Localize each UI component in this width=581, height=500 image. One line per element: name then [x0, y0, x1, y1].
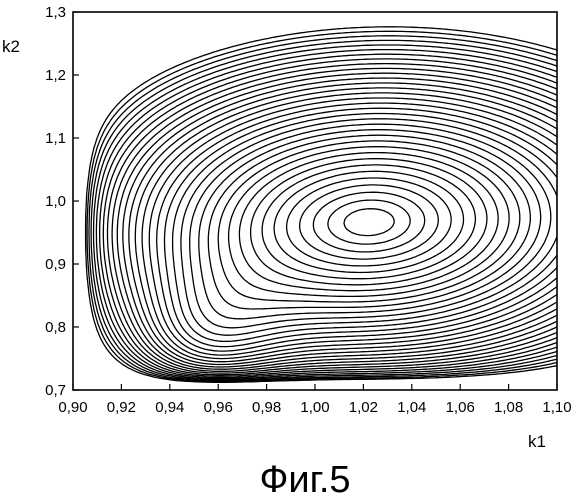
- x-tick-label: 0,92: [107, 399, 136, 416]
- contour-line: [165, 108, 558, 346]
- contour-line: [287, 178, 452, 266]
- x-tick-label: 0,94: [155, 399, 184, 416]
- contour-line: [274, 171, 463, 272]
- contour-line: [190, 124, 551, 328]
- x-tick-label: 0,90: [58, 399, 87, 416]
- y-tick-label: 0,8: [45, 319, 66, 336]
- y-tick-label: 1,2: [45, 67, 66, 84]
- y-tick-label: 0,7: [45, 382, 66, 399]
- x-tick-label: 1,00: [300, 399, 329, 416]
- y-tick-label: 1,1: [45, 130, 66, 147]
- x-tick-label: 0,98: [252, 399, 281, 416]
- x-tick-label: 1,08: [494, 399, 523, 416]
- contour-line: [262, 165, 475, 279]
- contour-line: [135, 88, 557, 362]
- x-tick-label: 1,10: [542, 399, 571, 416]
- contour-line: [344, 209, 394, 236]
- contour-line: [208, 135, 530, 309]
- y-axis-title: k2: [2, 37, 20, 56]
- y-tick-label: 1,3: [45, 4, 66, 21]
- figure-caption: Фиг.5: [259, 459, 350, 500]
- contour-line: [300, 185, 439, 259]
- x-axis-title: k1: [528, 432, 546, 451]
- x-axis: 0,90 0,92 0,94 0,96 0,98 1,00 1,02 1,04 1,06 1,08…: [58, 384, 571, 416]
- contour-line: [313, 192, 424, 252]
- y-tick-label: 0,9: [45, 256, 66, 273]
- x-tick-label: 1,06: [446, 399, 475, 416]
- contour-lines: [86, 27, 557, 383]
- x-tick-label: 1,02: [349, 399, 378, 416]
- contour-line: [328, 200, 410, 244]
- contour-line: [239, 153, 498, 291]
- x-tick-label: 0,96: [204, 399, 233, 416]
- y-tick-label: 1,0: [45, 193, 66, 210]
- contour-line: [229, 147, 510, 297]
- x-tick-label: 1,04: [397, 399, 426, 416]
- y-axis: 0,7 0,8 0,9 1,0 1,1 1,2 1,3: [45, 4, 79, 399]
